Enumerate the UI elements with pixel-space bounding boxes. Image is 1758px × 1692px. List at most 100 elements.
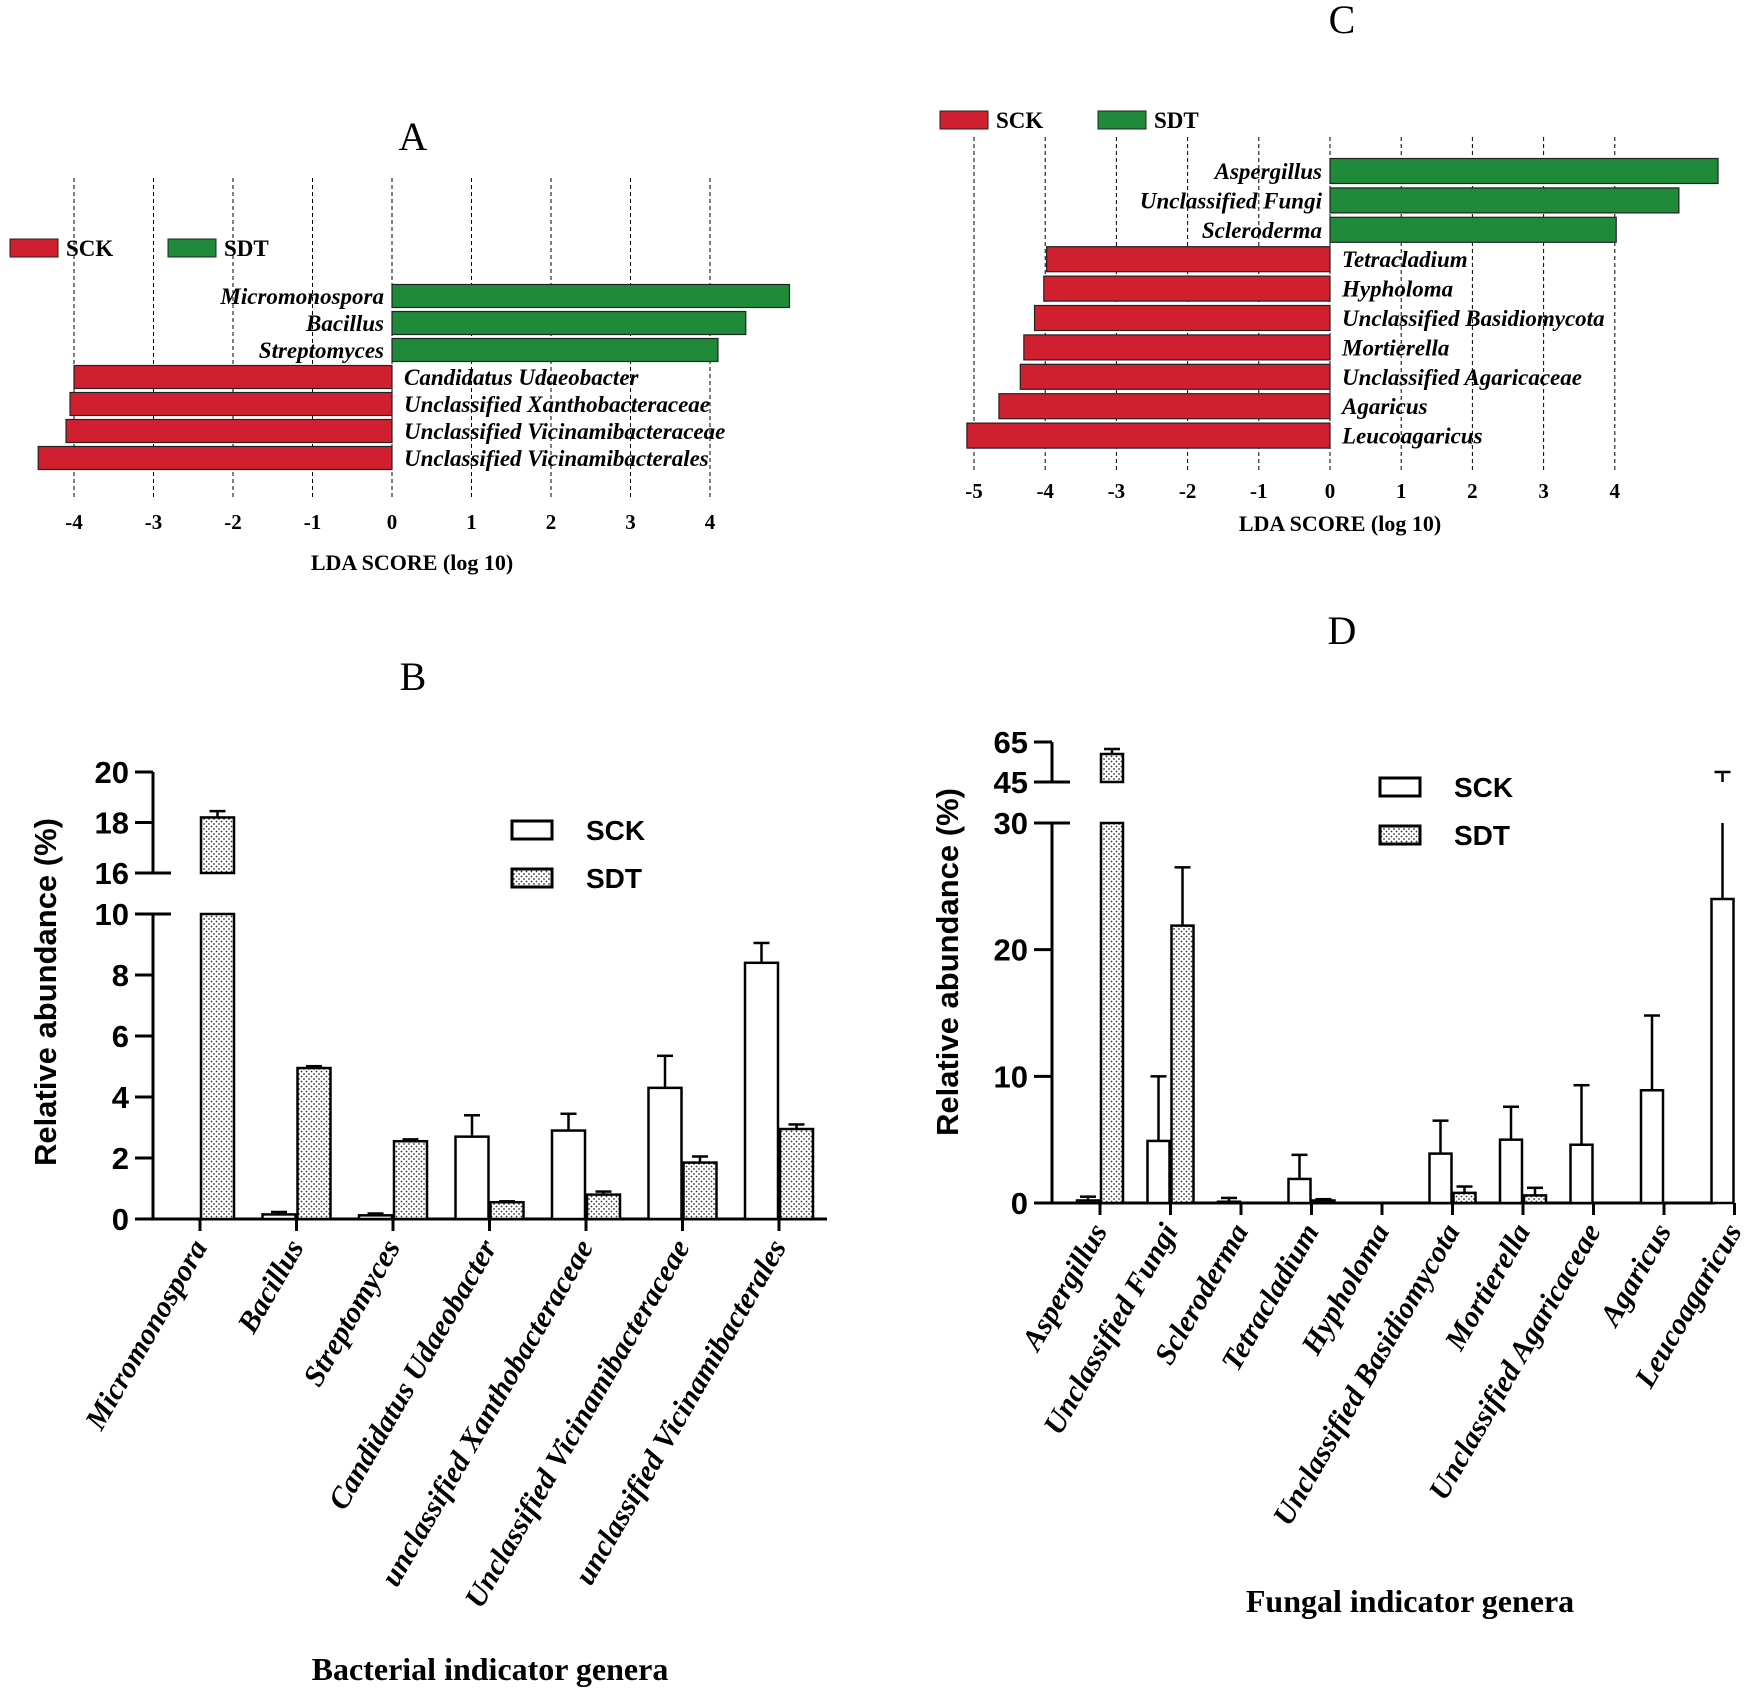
legend-label-sck: SCK <box>996 108 1043 133</box>
bar-unclassified-vicinamibacterales <box>37 445 393 471</box>
genus-label-unclassified-basidiomycota: Unclassified Basidiomycota <box>1342 306 1605 331</box>
genus-label-aspergillus: Aspergillus <box>1213 159 1322 184</box>
x-tick-4: -4 <box>65 510 83 534</box>
genus-label-hypholoma: Hypholoma <box>1341 277 1453 302</box>
y-tick-2: 2 <box>112 1141 129 1176</box>
genus-label-bacillus: Bacillus <box>305 311 384 336</box>
bar-sdt-mortierella <box>1522 1194 1548 1205</box>
bar-micromonospora <box>391 283 791 309</box>
panel-d-title: D <box>1328 608 1357 653</box>
bar-sck-streptomyces <box>357 1214 394 1221</box>
bar-sck-unclassified-vicinamibacteraceae <box>647 1086 683 1221</box>
category-label-micromonospora: Micromonospora <box>78 1234 214 1436</box>
genus-label-unclassified-agaricaceae: Unclassified Agaricaceae <box>1342 365 1582 390</box>
panel-c-lda-chart: SCK SDT Aspergillus Unclassified Fungi Scler… <box>939 108 1719 536</box>
genus-label-tetracladium: Tetracladium <box>1342 247 1468 272</box>
bar-unclassified-basidiomycota <box>1033 304 1331 332</box>
bar-streptomyces <box>391 337 719 363</box>
y-tick-45: 45 <box>994 765 1028 800</box>
bar-unclassified-vicinamibacteraceae <box>65 418 393 444</box>
y-tick-65: 65 <box>994 725 1028 760</box>
legend-swatch-sck <box>939 110 989 130</box>
y-tick-0: 0 <box>112 1202 129 1237</box>
x-tick-5: -5 <box>965 479 983 503</box>
x-axis-title: LDA SCORE (log 10) <box>311 550 513 575</box>
genus-label-streptomyces: Streptomyces <box>259 338 384 363</box>
x-tick-3: 3 <box>1538 479 1549 503</box>
genus-label-agaricus: Agaricus <box>1340 394 1428 419</box>
y-tick-0: 0 <box>1011 1186 1028 1221</box>
x-tick-1: 1 <box>466 510 477 534</box>
legend-label-sdt: SDT <box>1454 820 1510 851</box>
bar-sck-agaricus <box>1639 1089 1665 1205</box>
genus-label-unclassified-fungi: Unclassified Fungi <box>1140 188 1323 213</box>
y-axis-title: Relative abundance (%) <box>28 818 63 1166</box>
x-tick-4: 4 <box>705 510 716 534</box>
genus-label-unclassified-xanthobacteraceae: Unclassified Xanthobacteraceae <box>404 392 710 417</box>
legend-swatch-sdt <box>1378 824 1422 846</box>
legend-label-sdt: SDT <box>224 236 269 261</box>
legend-label-sdt: SDT <box>586 863 642 894</box>
bar-sdt-unclassified-vicinamibacterales <box>778 1127 815 1221</box>
y-tick-10: 10 <box>95 897 129 932</box>
y-tick-8: 8 <box>112 958 129 993</box>
panel-a-title: A <box>399 114 428 159</box>
legend-swatch-sck <box>9 238 59 258</box>
x-tick-4: -4 <box>1036 479 1054 503</box>
bar-sdt-aspergillus <box>1099 821 1125 1205</box>
bar-sdt-unclassified-basidiomycota <box>1452 1191 1477 1205</box>
category-label-candidatus-udaeobacter: Candidatus Udaeobacter <box>322 1234 504 1516</box>
genus-label-unclassified-vicinamibacterales: Unclassified Vicinamibacterales <box>404 446 709 471</box>
bar-sdt-tetracladium <box>1311 1199 1336 1205</box>
category-label-streptomyces: Streptomyces <box>297 1234 407 1392</box>
bar-sdt-micromonospora-upper <box>199 816 236 875</box>
x-tick-0: 0 <box>1325 479 1336 503</box>
bar-sck-scleroderma <box>1216 1200 1242 1205</box>
bar-candidatus-udaeobacter <box>73 364 393 390</box>
bar-sdt-bacillus <box>296 1066 332 1221</box>
bar-sdt-streptomyces <box>392 1139 429 1221</box>
y-tick-4: 4 <box>112 1080 130 1115</box>
bar-sdt-unclassified-vicinamibacteraceae <box>682 1161 718 1221</box>
bar-sck-bacillus <box>261 1213 297 1221</box>
legend-swatch-sck <box>1378 776 1422 798</box>
bar-sck-unclassified-fungi <box>1146 1139 1171 1205</box>
x-tick-2: -2 <box>1179 479 1197 503</box>
bar-unclassified-xanthobacteraceae <box>69 391 393 417</box>
bar-sck-aspergillus <box>1075 1199 1101 1205</box>
bar-sck-unclassified-vicinamibacterales <box>743 961 780 1221</box>
bar-sck-unclassified-agaricaceae <box>1569 1143 1594 1205</box>
panel-b-abundance-chart: 0 2 4 6 8 10 16 18 20 Micromonospora BacillusStrep… <box>28 755 827 1687</box>
y-tick-10: 10 <box>994 1059 1028 1094</box>
genus-label-unclassified-vicinamibacteraceae: Unclassified Vicinamibacteraceae <box>404 419 725 444</box>
bar-mortierella <box>1023 334 1331 361</box>
y-tick-6: 6 <box>112 1019 129 1054</box>
genus-label-mortierella: Mortierella <box>1341 335 1449 360</box>
x-tick-2: -2 <box>224 510 242 534</box>
panel-c-title: C <box>1329 0 1356 42</box>
x-tick-3: -3 <box>145 510 163 534</box>
y-tick-20: 20 <box>95 755 129 790</box>
legend-swatch-sdt <box>167 238 217 258</box>
bar-scleroderma <box>1329 216 1617 243</box>
legend-label-sdt: SDT <box>1154 108 1199 133</box>
bar-unclassified-fungi <box>1329 187 1680 214</box>
genus-label-candidatus-udaeobacter: Candidatus Udaeobacter <box>404 365 640 390</box>
bar-bacillus <box>391 310 747 336</box>
bar-leucoagaricus <box>966 422 1331 449</box>
x-tick-3: 3 <box>625 510 636 534</box>
x-tick-0: 0 <box>387 510 398 534</box>
bar-sck-candidatus-udaeobacter <box>454 1135 490 1221</box>
legend-swatch-sck <box>510 819 554 841</box>
bar-sdt-unclassified-fungi <box>1170 924 1195 1205</box>
genus-label-micromonospora: Micromonospora <box>219 284 384 309</box>
y-tick-18: 18 <box>95 806 129 841</box>
bar-sck-unclassified-xanthobacteraceae <box>550 1129 587 1221</box>
x-tick-2: 2 <box>1467 479 1478 503</box>
bar-sdt-aspergillus-upper <box>1099 752 1125 784</box>
x-tick-1: -1 <box>304 510 322 534</box>
bar-sck-unclassified-basidiomycota <box>1428 1152 1453 1205</box>
bar-sck-mortierella <box>1498 1138 1524 1205</box>
